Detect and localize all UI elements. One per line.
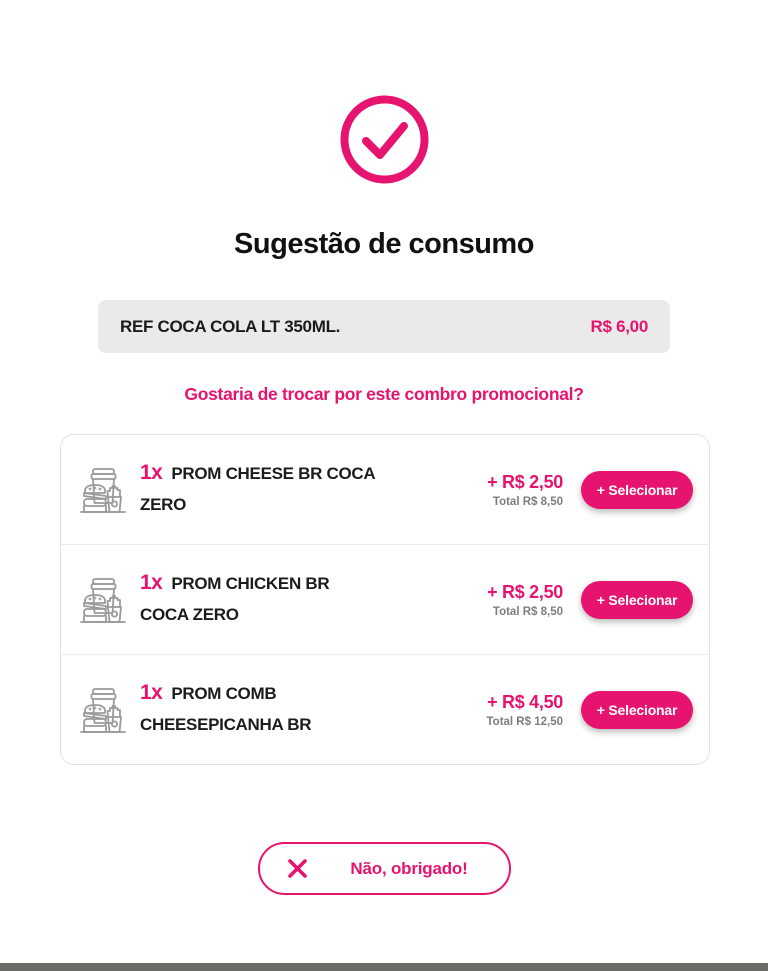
swap-question: Gostaria de trocar por este combro promo… xyxy=(184,384,584,404)
combo-price-delta: + R$ 2,50 xyxy=(487,581,563,602)
combo-price-delta: + R$ 2,50 xyxy=(487,471,563,492)
select-combo-cheesepicanha-button[interactable]: + Selecionar xyxy=(581,690,693,729)
combo-price-block: + R$ 2,50 Total R$ 8,50 xyxy=(487,472,563,508)
combo-qty: 1x xyxy=(140,681,163,704)
combo-description: 1x PROM CHEESE BR COCA ZERO xyxy=(140,458,402,521)
select-combo-chicken-button[interactable]: + Selecionar xyxy=(581,580,693,619)
combo-row-chicken: 1x PROM CHICKEN BR COCA ZERO + R$ 2,50 To… xyxy=(61,544,709,654)
combo-row-cheese: 1x PROM CHEESE BR COCA ZERO + R$ 2,50 Tot… xyxy=(61,435,709,544)
decline-button[interactable]: Não, obrigado! xyxy=(258,842,511,895)
page-title: Sugestão de consumo xyxy=(234,228,534,260)
combo-meal-icon xyxy=(80,687,126,733)
current-item-bar: REF COCA COLA LT 350ML. R$ 6,00 xyxy=(98,300,670,353)
current-item-price: R$ 6,00 xyxy=(590,316,649,336)
decline-label: Não, obrigado! xyxy=(350,858,468,878)
combo-price-delta: + R$ 4,50 xyxy=(487,691,563,712)
combo-name: PROM CHEESE BR COCA ZERO xyxy=(140,464,376,514)
combo-meal-icon xyxy=(80,467,126,513)
combo-qty: 1x xyxy=(140,571,163,594)
combo-price-block: + R$ 4,50 Total R$ 12,50 xyxy=(487,692,564,728)
check-circle-icon xyxy=(0,92,768,187)
current-item-name: REF COCA COLA LT 350ML. xyxy=(120,316,341,336)
combo-name: PROM COMB CHEESEPICANHA BR xyxy=(140,684,312,734)
combo-price-block: + R$ 2,50 Total R$ 8,50 xyxy=(487,582,563,618)
combo-total: Total R$ 12,50 xyxy=(486,715,564,728)
combo-name: PROM CHICKEN BR COCA ZERO xyxy=(140,574,330,624)
combo-options-card: 1x PROM CHEESE BR COCA ZERO + R$ 2,50 Tot… xyxy=(60,434,710,765)
combo-total: Total R$ 8,50 xyxy=(492,495,563,508)
combo-row-cheesepicanha: 1x PROM COMB CHEESEPICANHA BR + R$ 4,50 T… xyxy=(61,654,709,764)
combo-description: 1x PROM COMB CHEESEPICANHA BR xyxy=(140,678,402,741)
combo-total: Total R$ 8,50 xyxy=(492,605,563,618)
combo-qty: 1x xyxy=(140,461,163,484)
combo-description: 1x PROM CHICKEN BR COCA ZERO xyxy=(140,568,402,631)
combo-meal-icon xyxy=(80,577,126,623)
close-icon xyxy=(288,859,307,878)
select-combo-cheese-button[interactable]: + Selecionar xyxy=(581,470,693,509)
bottom-bar xyxy=(0,963,768,971)
